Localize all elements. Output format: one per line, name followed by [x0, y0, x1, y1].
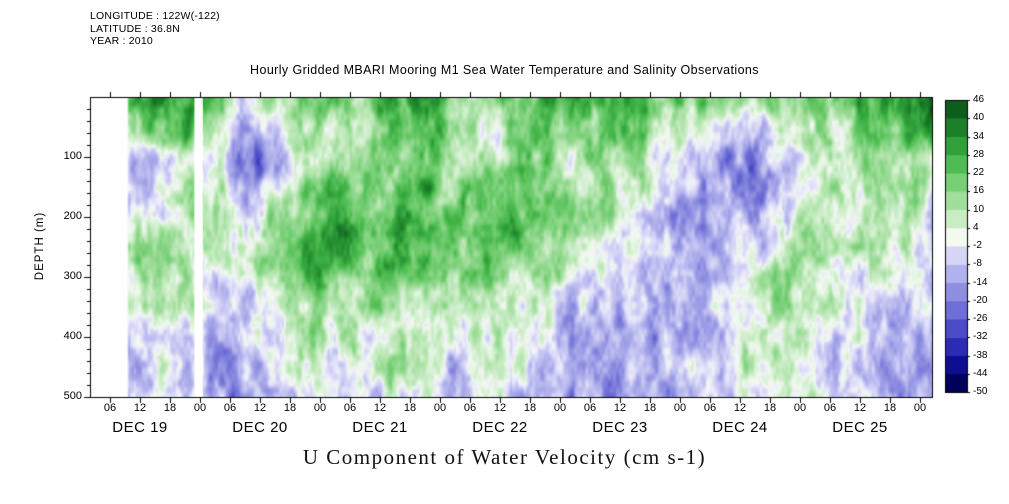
hour-tick-label: 00: [673, 402, 687, 414]
hour-tick-label: 06: [823, 402, 837, 414]
y-tick-label: 300: [63, 270, 82, 282]
colorbar-tick-label: -50: [973, 386, 988, 397]
y-tick-label: 400: [63, 330, 82, 342]
hour-tick-label: 12: [613, 402, 627, 414]
colorbar-tick-label: 40: [973, 112, 985, 124]
hour-tick-label: 00: [193, 402, 207, 414]
hour-tick-label: 06: [103, 402, 117, 414]
hour-tick-label: 18: [883, 402, 897, 414]
hour-tick-label: 12: [493, 402, 507, 414]
hour-tick-label: 00: [313, 402, 327, 414]
hour-tick-label: 12: [373, 402, 387, 414]
day-label: DEC 25: [832, 419, 888, 436]
hour-tick-label: 00: [913, 402, 927, 414]
day-label: DEC 23: [592, 419, 648, 436]
colorbar-tick-label: -26: [973, 313, 988, 324]
hour-tick-label: 18: [643, 402, 657, 414]
y-tick-label: 500: [63, 390, 82, 402]
hour-tick-label: 00: [433, 402, 447, 414]
colorbar-tick-label: 34: [973, 130, 985, 142]
hour-tick-label: 00: [793, 402, 807, 414]
colorbar-tick-label: -44: [973, 367, 988, 379]
metadata-block: LONGITUDE : 122W(-122) LATITUDE : 36.8N …: [90, 10, 220, 48]
hour-tick-label: 12: [733, 402, 747, 414]
day-label: DEC 24: [712, 419, 768, 436]
latitude-label: LATITUDE : 36.8N: [90, 22, 180, 35]
colorbar-tick-label: 46: [973, 94, 985, 105]
year-label: YEAR : 2010: [90, 35, 153, 47]
hour-tick-label: 06: [463, 402, 477, 414]
hour-tick-label: 06: [583, 402, 597, 414]
colorbar-tick-label: 28: [973, 148, 985, 160]
y-axis-label: DEPTH (m): [34, 211, 46, 281]
colorbar-tick-label: -20: [973, 294, 988, 306]
hour-tick-label: 18: [403, 402, 417, 414]
hour-tick-label: 18: [163, 402, 177, 414]
day-label: DEC 19: [112, 419, 168, 436]
hour-tick-label: 12: [853, 402, 867, 414]
y-tick-label: 100: [63, 150, 82, 162]
colorbar-tick-label: 10: [973, 203, 985, 215]
colorbar-tick-label: -32: [973, 331, 988, 343]
colorbar-tick-label: 4: [973, 221, 979, 233]
x-axis-caption: U Component of Water Velocity (cm s-1): [302, 445, 707, 469]
hour-tick-label: 00: [553, 402, 567, 414]
hour-tick-label: 18: [283, 402, 297, 414]
hour-tick-label: 18: [523, 402, 537, 414]
colorbar-tick-label: -14: [973, 276, 988, 288]
colorbar-tick-label: -38: [973, 349, 988, 361]
colorbar-tick-label: -8: [973, 258, 982, 270]
plot-title: Hourly Gridded MBARI Mooring M1 Sea Wate…: [250, 63, 759, 77]
hour-tick-label: 06: [223, 402, 237, 414]
day-label: DEC 22: [472, 419, 528, 436]
y-tick-label: 200: [63, 210, 82, 222]
day-label: DEC 21: [352, 419, 408, 436]
day-label: DEC 20: [232, 419, 288, 436]
hour-tick-label: 12: [253, 402, 267, 414]
colorbar-tick-label: -2: [973, 240, 982, 251]
hour-tick-label: 18: [763, 402, 777, 414]
hour-tick-label: 06: [703, 402, 717, 414]
longitude-label: LONGITUDE : 122W(-122): [90, 10, 220, 22]
hour-tick-label: 06: [343, 402, 357, 414]
colorbar-tick-label: 16: [973, 185, 985, 197]
hour-tick-label: 12: [133, 402, 147, 414]
colorbar-tick-label: 22: [973, 167, 985, 178]
